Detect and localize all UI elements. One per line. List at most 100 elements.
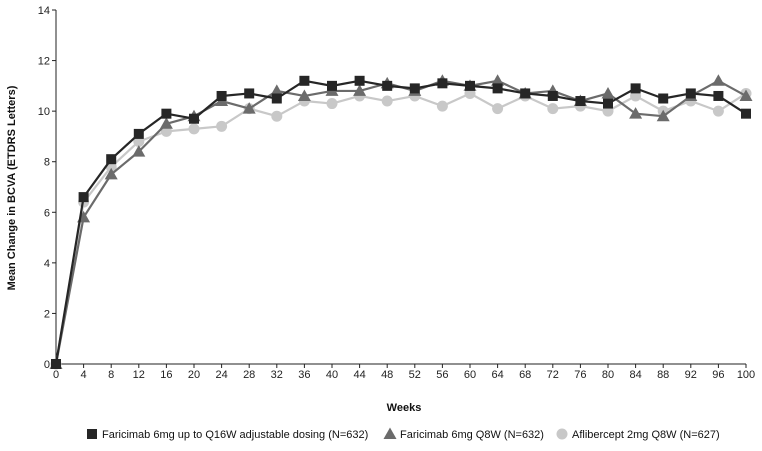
data-point-circle [712, 105, 724, 117]
x-tick-label: 100 [737, 369, 755, 381]
data-point-square [216, 90, 227, 101]
legend-item: Faricimab 6mg Q8W (N=632) [383, 427, 544, 441]
x-tick-label: 48 [381, 369, 393, 381]
x-tick-label: 12 [133, 369, 145, 381]
data-point-square [630, 83, 641, 94]
data-point-square [244, 88, 255, 99]
data-point-square [575, 96, 586, 107]
data-point-square [520, 88, 531, 99]
x-tick-label: 40 [326, 369, 338, 381]
data-point-square [271, 93, 282, 104]
data-point-circle [381, 95, 393, 107]
data-point-square [741, 108, 751, 119]
series-triangle [49, 74, 753, 369]
data-point-square [382, 80, 393, 91]
x-tick-label: 88 [657, 369, 669, 381]
axes [55, 10, 746, 365]
legend-marker-square [87, 429, 97, 439]
x-tick-label: 72 [547, 369, 559, 381]
data-point-square [51, 359, 61, 369]
data-point-square [78, 192, 89, 203]
legend-label: Faricimab 6mg Q8W (N=632) [400, 429, 544, 441]
data-point-triangle [297, 89, 311, 101]
y-tick-label: 14 [38, 5, 50, 17]
series-square [51, 75, 751, 369]
y-tick-label: 0 [44, 359, 50, 371]
y-tick-label: 12 [38, 56, 50, 68]
x-tick-label: 92 [685, 369, 697, 381]
data-point-square [161, 108, 172, 119]
data-point-triangle [242, 102, 256, 114]
x-tick-label: 76 [574, 369, 586, 381]
y-tick-label: 8 [44, 157, 50, 169]
data-point-circle [492, 103, 504, 115]
data-point-square [603, 98, 613, 109]
y-axis-title: Mean Change in BCVA (ETDRS Letters) [6, 85, 18, 290]
data-point-triangle [601, 86, 615, 99]
data-point-triangle [104, 167, 118, 180]
x-tick-label: 44 [353, 369, 365, 381]
x-tick-label: 68 [519, 369, 531, 381]
x-tick-label: 64 [491, 369, 503, 381]
data-point-triangle [270, 84, 284, 96]
series-circle [50, 87, 752, 370]
legend-marker-circle [556, 428, 568, 440]
data-point-square [354, 75, 365, 86]
y-tick-label: 10 [38, 106, 50, 118]
data-point-circle [436, 100, 448, 112]
data-point-square [685, 88, 696, 99]
x-tick-label: 20 [188, 369, 200, 381]
y-tick-label: 4 [44, 258, 50, 270]
data-point-triangle [132, 145, 146, 157]
x-axis-title: Weeks [387, 402, 422, 414]
data-point-square [299, 75, 310, 86]
data-point-triangle [629, 107, 643, 119]
x-tick-label: 36 [298, 369, 310, 381]
y-tick-label: 6 [44, 207, 50, 219]
data-point-square [492, 83, 503, 94]
legend-item: Faricimab 6mg up to Q16W adjustable dosi… [87, 429, 368, 441]
legend-label: Aflibercept 2mg Q8W (N=627) [572, 429, 720, 441]
data-point-circle [547, 103, 559, 115]
data-point-square [106, 154, 117, 165]
x-tick-label: 52 [409, 369, 421, 381]
legend: Faricimab 6mg up to Q16W adjustable dosi… [87, 427, 720, 441]
x-tick-label: 32 [271, 369, 283, 381]
data-point-triangle [491, 74, 505, 86]
data-point-triangle [353, 84, 367, 96]
data-point-circle [216, 120, 228, 132]
x-tick-label: 16 [160, 369, 172, 381]
series-line [54, 79, 747, 365]
x-tick-label: 4 [81, 369, 87, 381]
data-point-triangle [711, 74, 725, 86]
data-point-square [133, 128, 144, 139]
data-point-triangle [739, 89, 753, 101]
legend-label: Faricimab 6mg up to Q16W adjustable dosi… [102, 429, 368, 441]
x-tick-label: 60 [464, 369, 476, 381]
x-tick-label: 80 [602, 369, 614, 381]
data-point-circle [271, 110, 283, 122]
x-tick-label: 56 [436, 369, 448, 381]
data-point-square [713, 90, 724, 101]
series-layer [49, 74, 753, 370]
data-point-triangle [159, 117, 173, 129]
data-point-square [437, 78, 448, 89]
x-tick-label: 0 [53, 369, 59, 381]
x-tick-label: 84 [629, 369, 641, 381]
series-line [54, 92, 747, 365]
x-tick-label: 96 [712, 369, 724, 381]
data-point-square [547, 90, 558, 101]
data-point-square [189, 113, 199, 124]
legend-item: Aflibercept 2mg Q8W (N=627) [556, 428, 720, 441]
data-point-square [465, 80, 475, 91]
y-tick-label: 2 [44, 308, 50, 320]
data-point-triangle [656, 109, 670, 122]
data-point-circle [188, 123, 200, 135]
x-tick-label: 28 [243, 369, 255, 381]
legend-marker-triangle [383, 427, 397, 439]
x-tick-label: 8 [108, 369, 114, 381]
x-tick-label: 24 [215, 369, 227, 381]
data-point-square [327, 80, 337, 91]
